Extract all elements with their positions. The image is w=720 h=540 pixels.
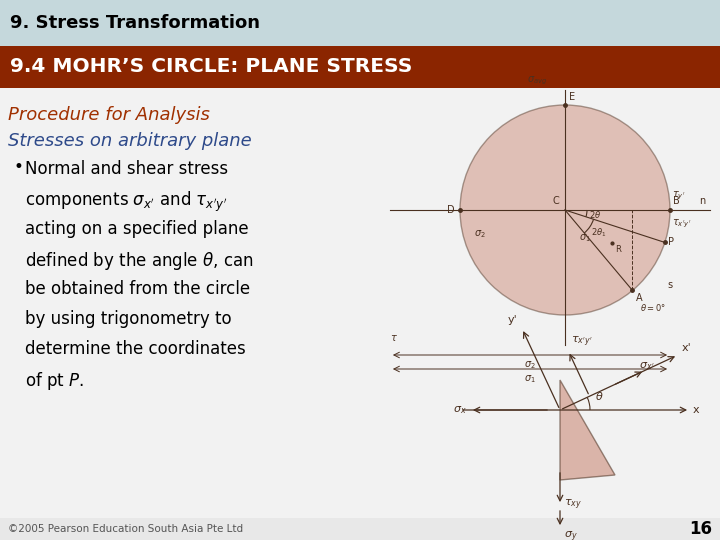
Text: x': x' (682, 343, 692, 353)
Text: s: s (667, 280, 672, 291)
Text: determine the coordinates: determine the coordinates (25, 340, 246, 358)
Text: $\sigma_{x'}$: $\sigma_{x'}$ (639, 360, 654, 372)
Text: $\sigma_2$: $\sigma_2$ (474, 228, 486, 240)
Text: Normal and shear stress: Normal and shear stress (25, 160, 228, 178)
Polygon shape (560, 380, 615, 480)
Text: acting on a specified plane: acting on a specified plane (25, 220, 248, 238)
Text: be obtained from the circle: be obtained from the circle (25, 280, 250, 298)
Text: D: D (447, 205, 455, 215)
Text: 16: 16 (689, 520, 712, 538)
Text: $2\theta_1$: $2\theta_1$ (591, 226, 606, 239)
Text: 9.4 MOHR’S CIRCLE: PLANE STRESS: 9.4 MOHR’S CIRCLE: PLANE STRESS (10, 57, 413, 77)
Bar (0, 518, 720, 540)
Text: A: A (636, 293, 642, 303)
Text: Stresses on arbitrary plane: Stresses on arbitrary plane (8, 132, 252, 150)
Text: $\tau_{xy}$: $\tau_{xy}$ (564, 498, 582, 512)
Text: C: C (552, 196, 559, 206)
Text: $\tau_{x'y'}$: $\tau_{x'y'}$ (672, 218, 691, 230)
Bar (0, 0, 720, 46)
Text: $\sigma_1$: $\sigma_1$ (579, 232, 591, 244)
Text: $\sigma_2$: $\sigma_2$ (524, 359, 536, 371)
Text: y': y' (507, 315, 517, 326)
Text: P: P (668, 238, 674, 247)
Text: $\tau$: $\tau$ (390, 333, 398, 343)
Text: $\theta$: $\theta$ (595, 390, 603, 402)
Text: $\tau_{y'}$: $\tau_{y'}$ (672, 190, 685, 202)
Text: components $\sigma_{x'}$ and $\tau_{x'y'}$: components $\sigma_{x'}$ and $\tau_{x'y'… (25, 190, 228, 214)
Text: $\sigma_x$: $\sigma_x$ (454, 404, 467, 416)
Text: x: x (693, 405, 700, 415)
Text: by using trigonometry to: by using trigonometry to (25, 310, 232, 328)
Text: B: B (673, 196, 680, 206)
Text: $\sigma_y$: $\sigma_y$ (564, 530, 577, 540)
Text: Procedure for Analysis: Procedure for Analysis (8, 106, 210, 124)
Text: defined by the angle $\theta$, can: defined by the angle $\theta$, can (25, 250, 253, 272)
Text: $\theta = 0°$: $\theta = 0°$ (641, 302, 667, 313)
Text: E: E (569, 92, 575, 102)
Text: $2\theta$: $2\theta$ (589, 210, 602, 220)
Text: 9. Stress Transformation: 9. Stress Transformation (10, 14, 260, 32)
Text: R: R (616, 245, 621, 254)
Text: $\tau_{x'y'}$: $\tau_{x'y'}$ (572, 335, 593, 349)
Text: •: • (13, 158, 23, 176)
Circle shape (460, 105, 670, 315)
Bar (0, 46, 720, 88)
Text: ©2005 Pearson Education South Asia Pte Ltd: ©2005 Pearson Education South Asia Pte L… (8, 524, 243, 534)
Text: $\sigma_{avg}$: $\sigma_{avg}$ (527, 75, 547, 87)
Text: n: n (698, 196, 705, 206)
Text: $\sigma_1$: $\sigma_1$ (524, 373, 536, 385)
Bar (0, 88, 720, 518)
Text: of pt $P$.: of pt $P$. (25, 370, 84, 392)
